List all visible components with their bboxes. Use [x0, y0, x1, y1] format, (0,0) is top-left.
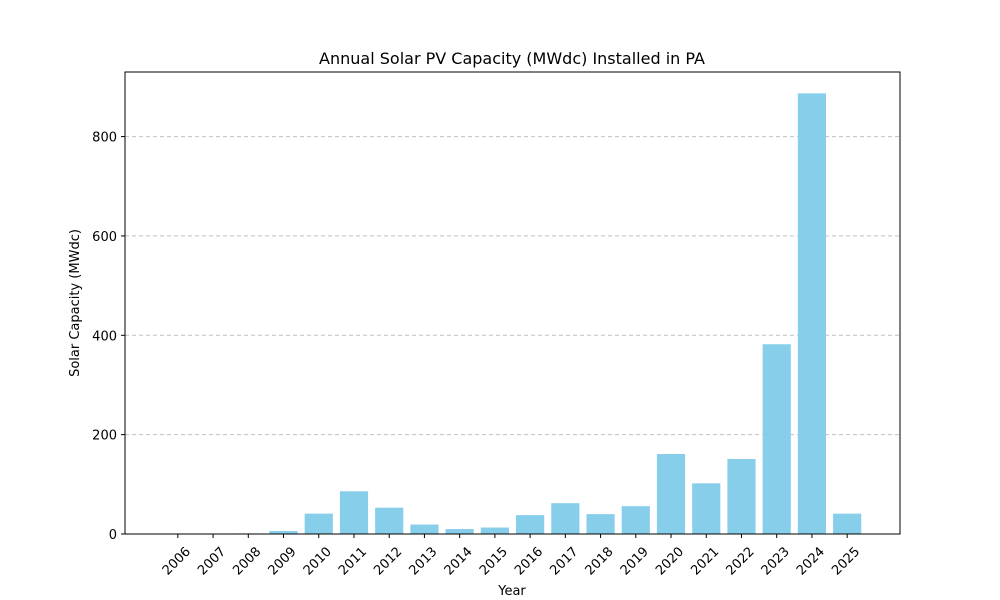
x-tick-label: 2023: [759, 544, 793, 578]
bar-2012: [375, 507, 404, 534]
bar-2023: [762, 344, 791, 534]
x-tick-label: 2017: [547, 544, 581, 578]
x-axis-ticks: 2006 2007 2008 2009 2010 2011 2012 2013 2014 2015…: [160, 534, 863, 578]
y-axis-label: Solar Capacity (MWdc): [68, 229, 83, 377]
x-tick-label: 2025: [829, 544, 863, 578]
x-tick-label: 2019: [618, 544, 652, 578]
x-tick-label: 2020: [653, 544, 687, 578]
bar-2014: [445, 529, 474, 534]
bar-2010: [304, 513, 333, 534]
y-tick-label: 400: [92, 329, 117, 344]
bar-2018: [586, 514, 615, 534]
bar-2011: [339, 491, 369, 534]
bar-2017: [551, 503, 580, 534]
y-tick-label: 200: [92, 429, 117, 444]
x-tick-label: 2008: [230, 544, 264, 578]
chart-title: Annual Solar PV Capacity (MWdc) Installe…: [319, 49, 705, 68]
bar-2022: [727, 458, 756, 534]
y-axis-ticks: 0 200 400 600 800: [92, 131, 125, 543]
x-tick-label: 2009: [266, 544, 300, 578]
plot-frame: [124, 71, 901, 535]
bar-2015: [480, 527, 509, 534]
y-tick-label: 800: [92, 131, 117, 146]
bar-2019: [621, 506, 650, 534]
bar-2016: [516, 515, 545, 534]
bar-2024: [797, 93, 827, 534]
bar-2020: [656, 454, 686, 534]
bar-2025: [833, 513, 862, 534]
bars: [163, 93, 862, 534]
x-tick-label: 2014: [442, 544, 476, 578]
x-tick-label: 2015: [477, 544, 511, 578]
x-tick-label: 2021: [688, 544, 722, 578]
x-axis-label: Year: [497, 584, 526, 599]
x-tick-label: 2024: [794, 544, 828, 578]
bar-2021: [692, 483, 721, 534]
y-tick-label: 0: [109, 528, 117, 543]
y-tick-label: 600: [92, 230, 117, 245]
x-tick-label: 2011: [336, 544, 370, 578]
x-tick-label: 2010: [301, 544, 335, 578]
bar-2009: [269, 531, 298, 534]
x-tick-label: 2018: [583, 544, 617, 578]
x-tick-label: 2007: [195, 544, 229, 578]
x-tick-label: 2013: [406, 544, 440, 578]
bar-2013: [410, 524, 439, 534]
x-tick-label: 2012: [371, 544, 405, 578]
x-tick-label: 2006: [160, 544, 194, 578]
x-tick-label: 2016: [512, 544, 546, 578]
x-tick-label: 2022: [724, 544, 758, 578]
